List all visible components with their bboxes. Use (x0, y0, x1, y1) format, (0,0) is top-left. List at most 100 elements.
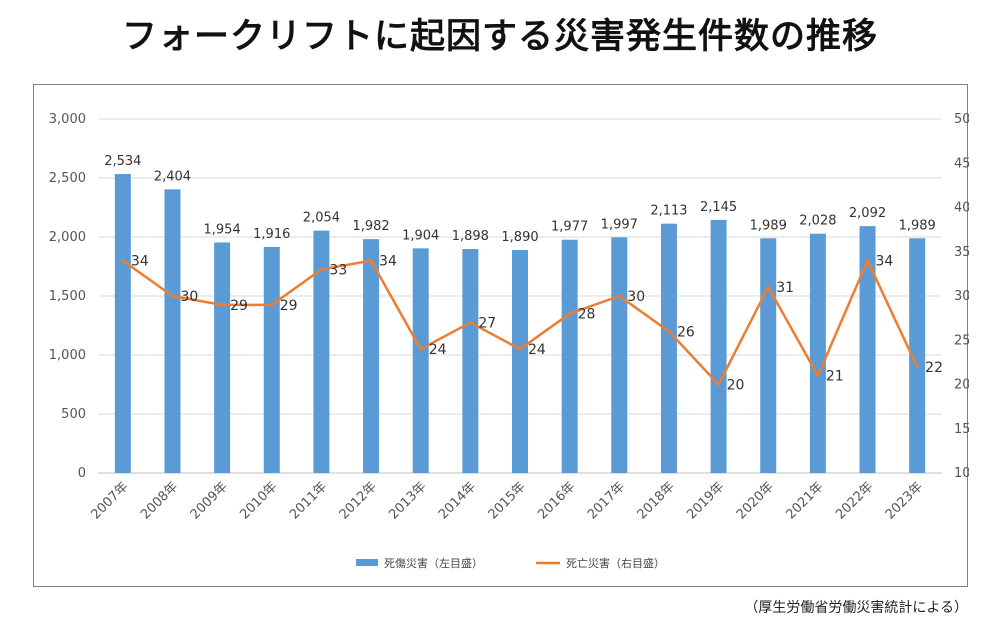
bar (114, 173, 131, 473)
line-point (766, 285, 770, 289)
x-tick-label: 2007年 (88, 479, 131, 522)
y-right-tick-label: 40 (954, 201, 969, 216)
line-data-label: 30 (180, 289, 198, 305)
x-tick-label: 2017年 (585, 479, 628, 522)
line-point (369, 259, 373, 263)
x-tick-label: 2016年 (535, 479, 578, 522)
bar (214, 242, 231, 473)
bar (313, 230, 330, 473)
line-data-label: 26 (677, 324, 695, 340)
y-left-tick-label: 0 (78, 466, 86, 481)
x-tick-label: 2013年 (386, 479, 429, 522)
line-point (319, 267, 323, 271)
bar (561, 239, 578, 473)
line-data-label: 34 (379, 254, 397, 270)
x-tick-label: 2021年 (784, 479, 827, 522)
line-point (568, 312, 572, 316)
line-point (121, 259, 125, 263)
page-title: フォークリフトに起因する災害発生件数の推移 (121, 17, 878, 57)
x-tick-label: 2012年 (337, 479, 380, 522)
line-data-label: 33 (329, 262, 347, 278)
y-right-tick-label: 25 (954, 333, 969, 348)
chart-svg: 0 500 1,000 1,500 2,000 2,500 3,000 10 15 20 25 30 3… (49, 112, 969, 570)
y-left-tick-label: 2,500 (49, 171, 86, 186)
legend-label-bar: 死傷災害（左目盛） (384, 556, 483, 570)
bar (859, 226, 876, 473)
bar (512, 249, 528, 473)
line-point (468, 321, 472, 325)
line-data-label: 29 (280, 298, 298, 314)
bar (462, 249, 479, 473)
y-left-tick-label: 2,000 (49, 230, 86, 245)
x-tick-label: 2019年 (684, 479, 727, 522)
bar (760, 238, 777, 473)
bar (263, 246, 280, 473)
bar (412, 248, 429, 473)
y-right-tick-label: 35 (954, 245, 969, 260)
legend-label-line: 死亡災害（右目盛） (566, 556, 665, 570)
y-right-tick-label: 50 (954, 112, 969, 127)
x-tick-label: 2010年 (237, 479, 280, 522)
line-data-label: 34 (876, 254, 894, 270)
y-right-tick-label: 20 (954, 378, 969, 393)
line-data-label: 24 (528, 342, 546, 358)
line-point (866, 259, 870, 263)
x-tick-label: 2009年 (188, 479, 231, 522)
line-data-label: 31 (776, 280, 794, 296)
chart-frame: 0 500 1,000 1,500 2,000 2,500 3,000 10 15 20 25 30 3… (33, 84, 969, 587)
x-tick-label: 2018年 (635, 479, 678, 522)
line-point (419, 347, 423, 351)
line-point (617, 294, 621, 298)
line-data-label: 20 (727, 378, 745, 394)
bar-data-label: 1,890 (501, 230, 538, 245)
bar (809, 233, 826, 473)
bar-data-label: 1,989 (899, 218, 936, 233)
line-data-label: 24 (429, 342, 447, 358)
y-left-tick-label: 1,000 (49, 348, 86, 363)
y-right-tick-label: 10 (954, 466, 969, 481)
line-data-label: 34 (131, 254, 149, 270)
x-tick-label: 2020年 (734, 479, 777, 522)
source-note: （厚生労働省労働災害統計による） (744, 600, 968, 616)
bar-data-label: 2,145 (700, 200, 737, 215)
y-left-tick-label: 1,500 (49, 289, 86, 304)
y-left-tick-label: 500 (61, 407, 86, 422)
bar-data-label: 1,989 (750, 218, 787, 233)
x-tick-label: 2011年 (287, 479, 330, 522)
bar-data-label: 1,954 (204, 222, 241, 237)
bar (909, 238, 926, 473)
line-point (915, 365, 919, 369)
line-point (816, 374, 820, 378)
x-tick-label: 2023年 (883, 479, 926, 522)
line-point (667, 329, 671, 333)
bar-data-label: 2,054 (303, 211, 340, 226)
bar-data-label: 2,404 (154, 169, 191, 184)
bar-data-label: 2,028 (799, 214, 836, 229)
bar-data-label: 1,898 (452, 229, 489, 244)
bar-data-label: 1,982 (352, 219, 389, 234)
line-point (220, 303, 224, 307)
x-tick-label: 2015年 (486, 479, 529, 522)
bar-data-label: 2,092 (849, 206, 886, 221)
bar-data-label: 1,997 (601, 217, 638, 232)
bar (660, 223, 677, 473)
x-tick-label: 2014年 (436, 479, 479, 522)
bar-data-label: 2,534 (104, 154, 141, 169)
y-right-tick-label: 15 (954, 422, 969, 437)
bar (164, 189, 181, 473)
bar-data-label: 1,904 (402, 228, 439, 243)
y-right-tick-label: 45 (954, 156, 969, 171)
bar (363, 239, 380, 473)
bar-data-label: 2,113 (650, 204, 687, 219)
line-data-label: 29 (230, 298, 248, 314)
bar-data-label: 1,916 (253, 227, 290, 242)
legend-swatch-bar (356, 559, 378, 566)
line-point (518, 347, 522, 351)
line-point (270, 303, 274, 307)
y-left-tick-label: 3,000 (49, 112, 86, 127)
bar-data-label: 1,977 (551, 220, 588, 235)
x-tick-label: 2022年 (833, 479, 876, 522)
line-data-label: 30 (627, 289, 645, 305)
bar (710, 219, 727, 473)
x-tick-label: 2008年 (138, 479, 181, 522)
